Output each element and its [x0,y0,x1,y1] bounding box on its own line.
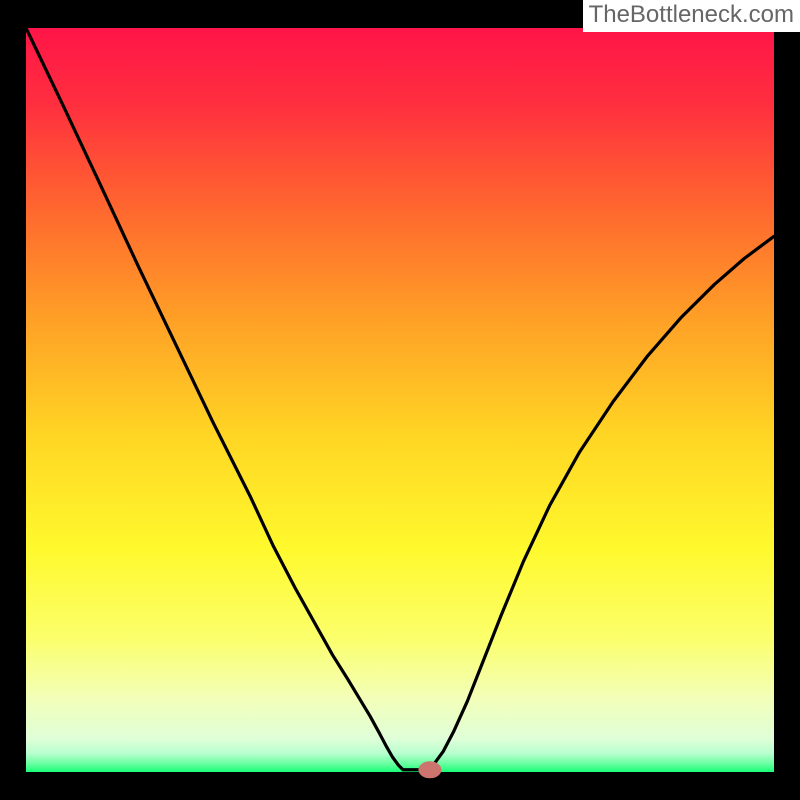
minimum-marker [419,762,441,778]
source-watermark: TheBottleneck.com [583,0,800,32]
chart-background-gradient [26,28,774,772]
bottleneck-chart [0,0,800,800]
chart-container: TheBottleneck.com [0,0,800,800]
